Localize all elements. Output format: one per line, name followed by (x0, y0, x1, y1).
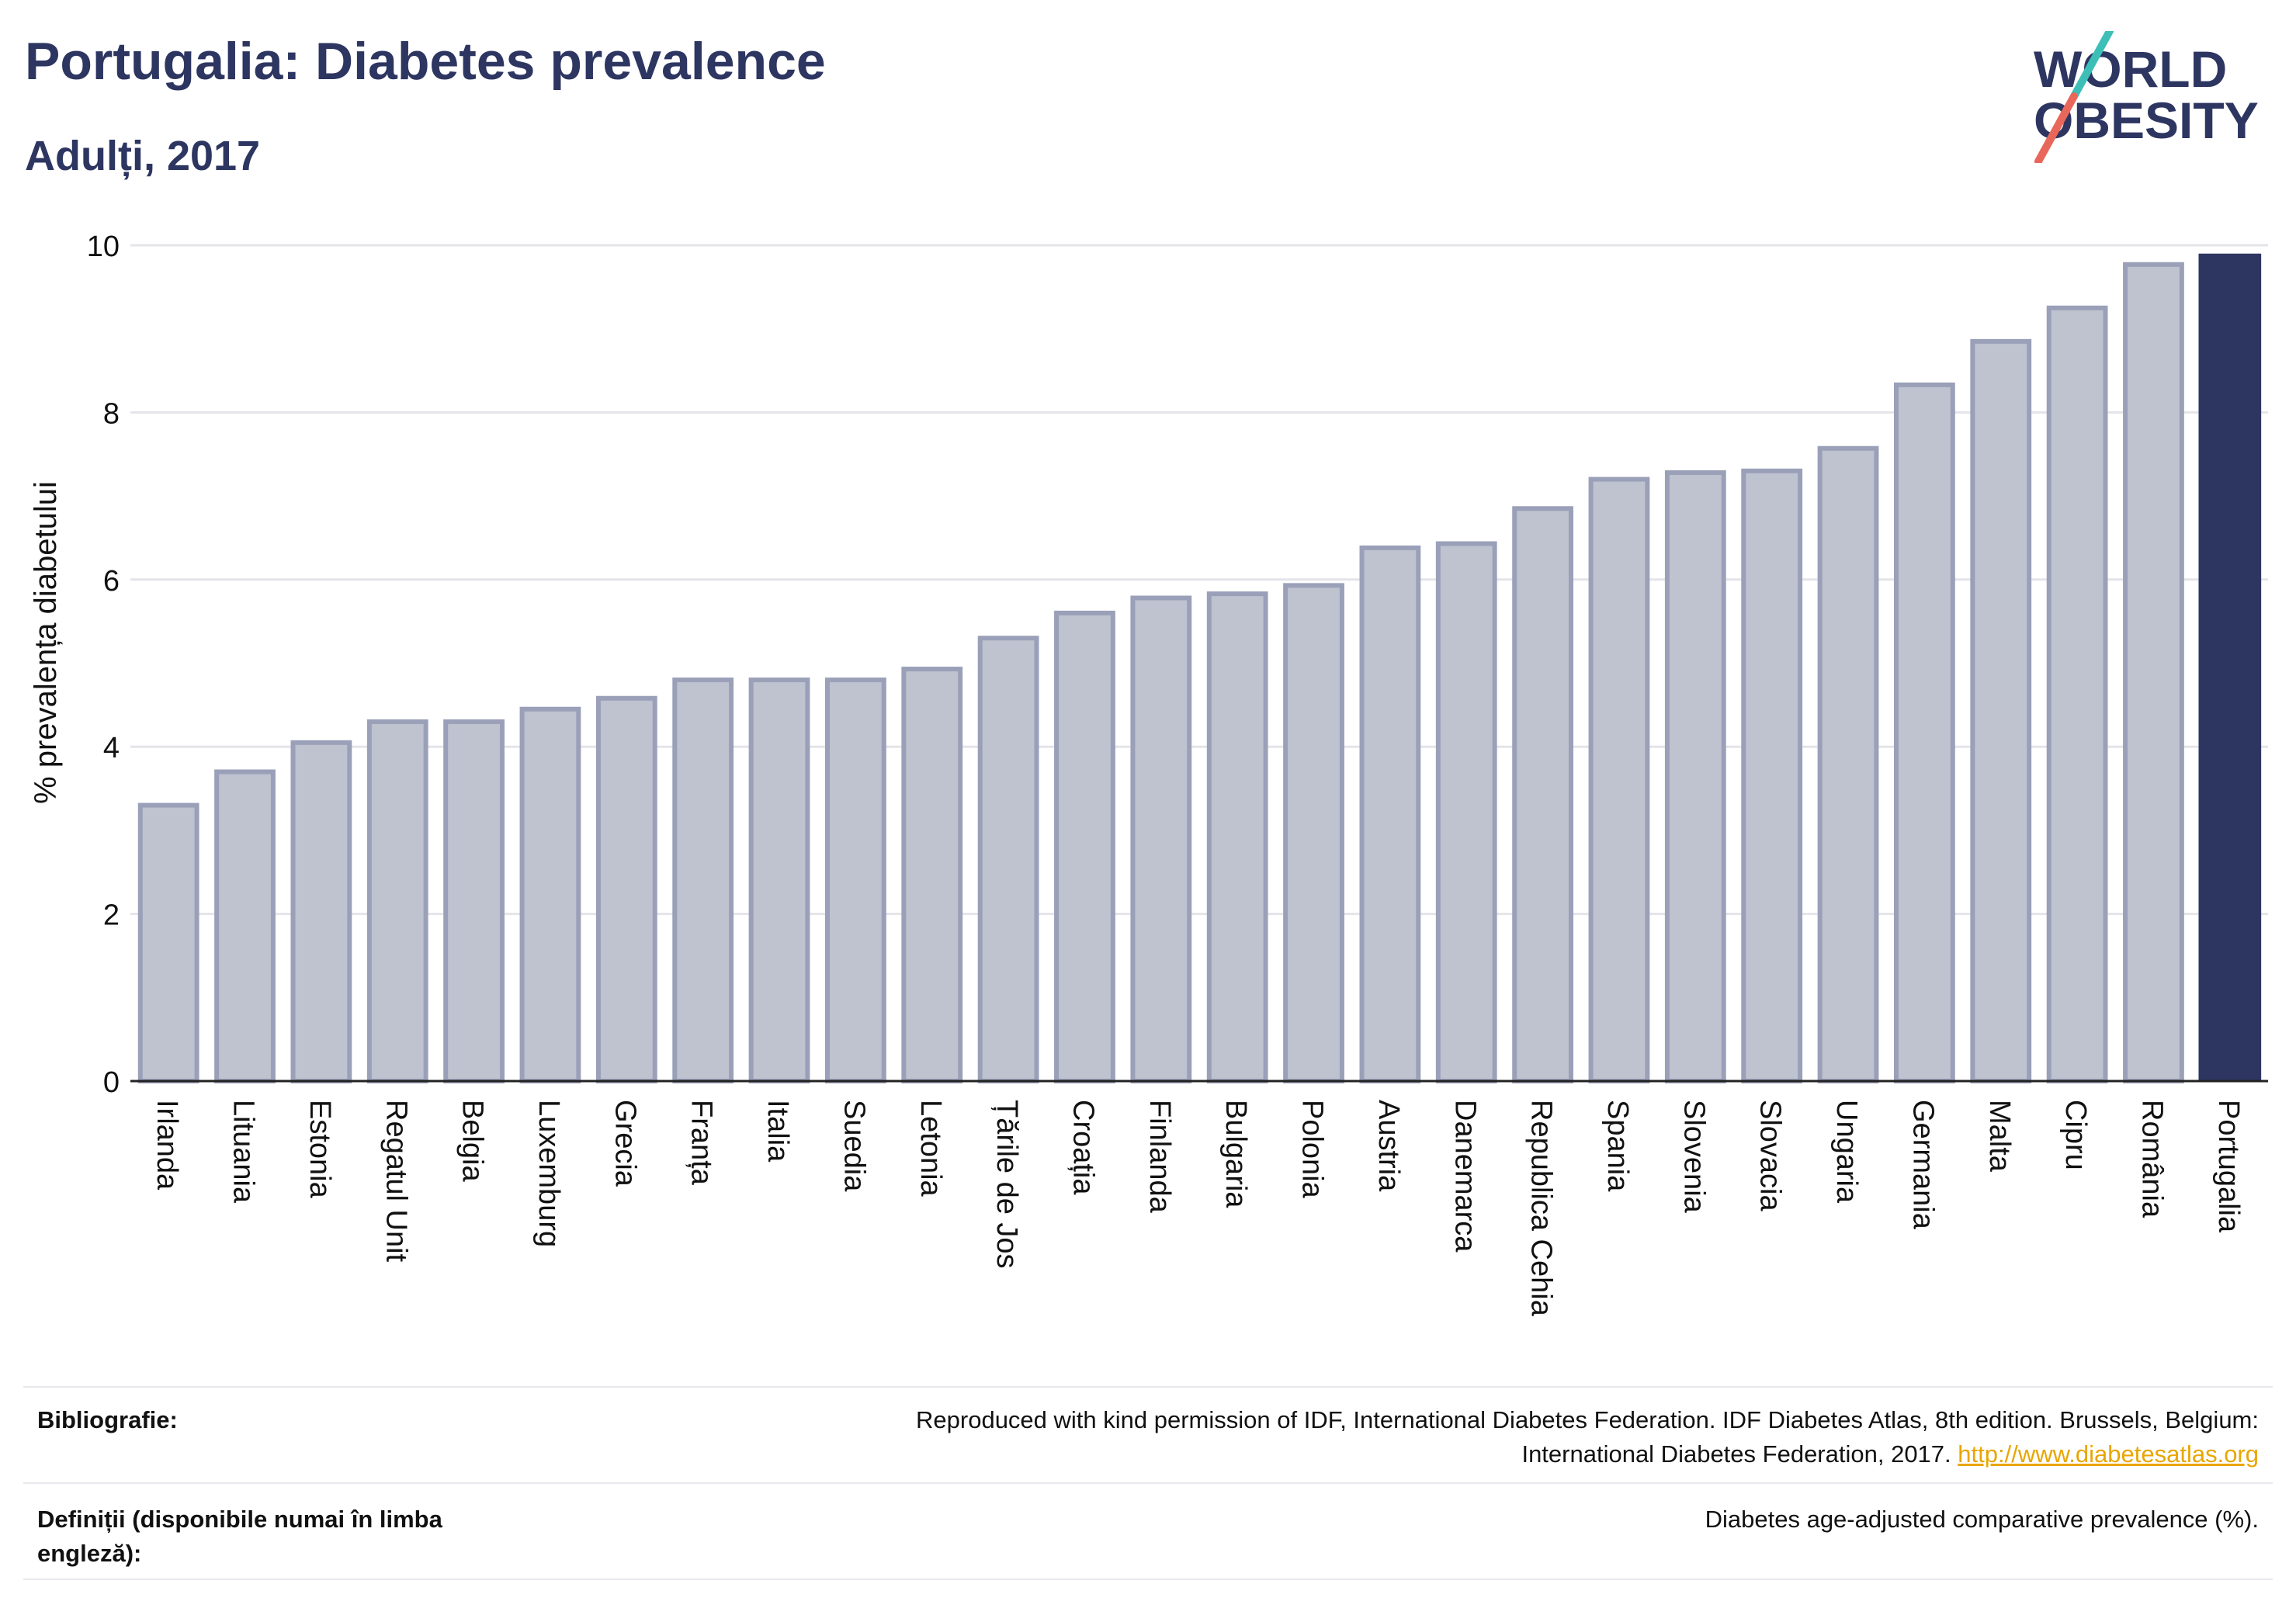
x-tick-label: Portugalia (2212, 1100, 2245, 1233)
bar-estonia (290, 740, 352, 1083)
bibliography-line1: Reproduced with kind permission of IDF, … (916, 1406, 2259, 1433)
x-tick-label: Croația (1066, 1100, 1099, 1195)
bar-portugalia (2198, 253, 2262, 1081)
bar-croația (1054, 610, 1115, 1083)
x-tick-label: Țările de Jos (990, 1100, 1023, 1269)
x-tick-label: Polonia (1296, 1100, 1329, 1199)
bibliography-line2: International Diabetes Federation, 2017. (1521, 1440, 1951, 1468)
y-tick-label: 4 (103, 732, 120, 764)
bar-franța (672, 678, 734, 1083)
footer-divider-bottom (23, 1579, 2273, 1580)
footer-divider-top (23, 1386, 2273, 1388)
bar-letonia (901, 667, 963, 1083)
x-tick-label: Republica Cehia (1525, 1100, 1558, 1317)
bar-finlanda (1130, 595, 1192, 1083)
bar-germania (1894, 382, 1955, 1083)
bar-lituania (214, 769, 276, 1083)
bar-luxemburg (519, 706, 581, 1083)
bar-slovacia (1741, 468, 1803, 1083)
bar-austria (1359, 545, 1421, 1083)
x-tick-label: Franța (685, 1100, 718, 1186)
bar-românia (2123, 262, 2184, 1083)
x-tick-label: Italia (761, 1100, 794, 1163)
world-obesity-logo: WORLD OBESITY (2034, 31, 2259, 163)
x-tick-label: România (2135, 1100, 2168, 1218)
bar-cipru (2046, 305, 2108, 1083)
bar-regatul-unit (366, 719, 428, 1083)
x-tick-label: Malta (1983, 1100, 2016, 1173)
bar-țările-de-jos (977, 636, 1039, 1083)
bar-chart: 0 2 4 6 8 10 Irlanda Lituania Estonia Regatul Uni… (29, 230, 2268, 1317)
definitions-text: Diabetes age-adjusted comparative preval… (1705, 1506, 2259, 1533)
bar-bulgaria (1206, 591, 1268, 1083)
x-tick-label: Austria (1372, 1100, 1405, 1192)
page-subtitle: Adulți, 2017 (25, 133, 261, 179)
bibliography-line2-wrap: International Diabetes Federation, 2017.… (916, 1437, 2259, 1471)
x-tick-label: Finlanda (1143, 1100, 1176, 1214)
x-tick-label: Ungaria (1830, 1100, 1863, 1204)
bar-grecia (595, 695, 657, 1083)
bar-republica-cehia (1512, 506, 1573, 1083)
bar-irlanda (137, 802, 199, 1083)
y-tick-label: 0 (103, 1066, 120, 1099)
bars (137, 253, 2262, 1084)
definitions-label-line1: Definiții (disponibile numai în limba (37, 1506, 442, 1533)
y-tick-label: 2 (103, 899, 120, 932)
bibliography-link[interactable]: http://www.diabetesatlas.org (1958, 1440, 2259, 1468)
x-tick-label: Spania (1601, 1100, 1634, 1192)
x-tick-label: Germania (1906, 1100, 1939, 1230)
y-tick-label: 10 (87, 230, 120, 263)
x-tick-label: Slovenia (1677, 1100, 1710, 1214)
bar-spania (1588, 477, 1650, 1083)
bar-malta (1970, 338, 2032, 1084)
bar-slovenia (1664, 470, 1726, 1083)
bar-ungaria (1817, 445, 1879, 1083)
bar-belgia (443, 719, 505, 1083)
x-tick-label: Suedia (838, 1100, 870, 1192)
bar-suedia (825, 678, 886, 1083)
x-tick-label: Bulgaria (1219, 1100, 1252, 1208)
y-axis-label: % prevalența diabetului (29, 481, 63, 804)
logo-slash-red (2034, 92, 2078, 163)
x-tick-label: Belgia (456, 1100, 489, 1182)
bar-polonia (1283, 583, 1344, 1083)
x-tick-label: Danemarca (1448, 1100, 1481, 1253)
x-tick-label: Lituania (227, 1100, 260, 1204)
bibliography-text: Reproduced with kind permission of IDF, … (916, 1403, 2259, 1471)
bibliography-label: Bibliografie: (37, 1406, 178, 1433)
x-tick-label: Slovacia (1754, 1100, 1787, 1211)
x-tick-label: Estonia (303, 1100, 336, 1199)
x-tick-label: Regatul Unit (380, 1100, 412, 1263)
x-tick-label: Grecia (609, 1100, 641, 1187)
x-tick-label: Cipru (2059, 1100, 2092, 1170)
x-tick-label: Luxemburg (532, 1100, 565, 1247)
definitions-label-line2: engleză): (37, 1540, 142, 1567)
y-tick-label: 6 (103, 565, 120, 598)
tick-labels: 0 2 4 6 8 10 Irlanda Lituania Estonia Regatul Uni… (87, 230, 2245, 1317)
page-title: Portugalia: Diabetes prevalence (25, 32, 826, 91)
x-tick-label: Irlanda (151, 1100, 183, 1191)
x-tick-label: Letonia (914, 1100, 947, 1197)
bar-danemarca (1435, 541, 1497, 1083)
logo-line1: WORLD (2034, 40, 2227, 98)
y-tick-label: 8 (103, 397, 120, 430)
footer-divider-mid (23, 1482, 2273, 1484)
logo-slash-teal (2070, 31, 2114, 100)
bar-italia (748, 678, 810, 1083)
definitions-label: Definiții (disponibile numai în limba en… (37, 1502, 442, 1571)
